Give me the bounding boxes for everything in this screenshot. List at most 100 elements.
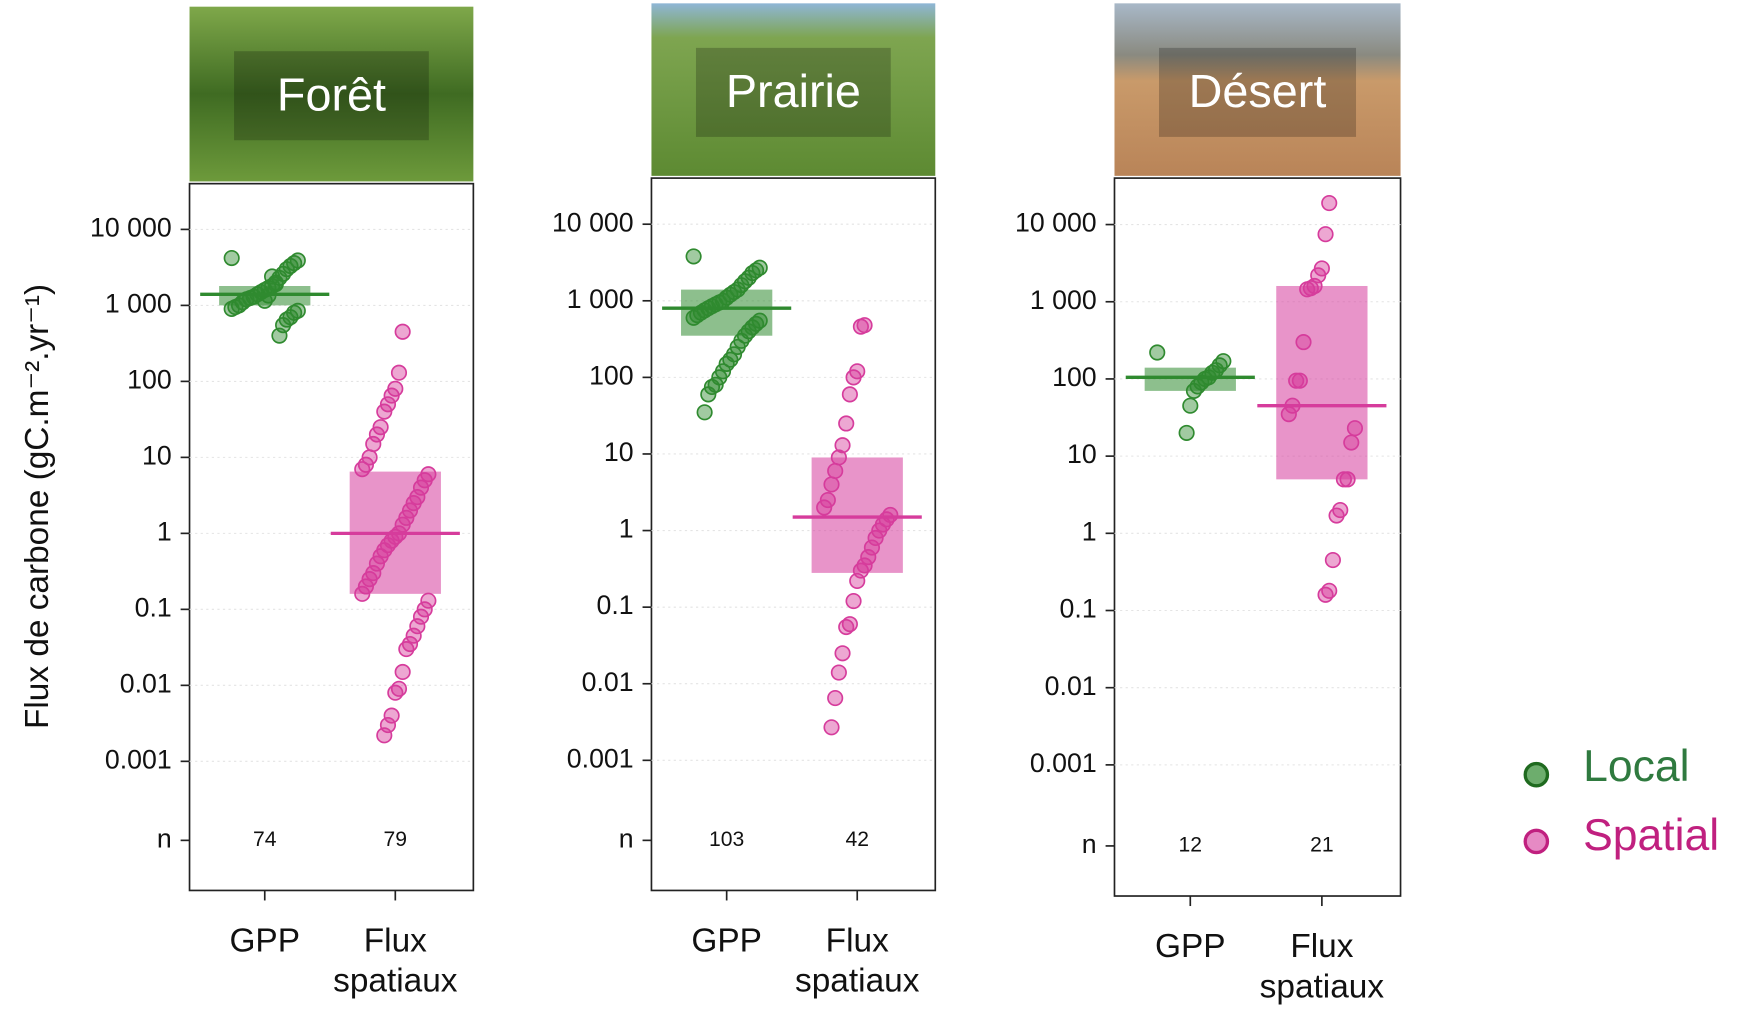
x-label-box: GPP	[229, 922, 300, 960]
data-point	[412, 608, 430, 625]
data-point	[834, 645, 851, 662]
data-point	[852, 318, 869, 335]
data-point	[416, 601, 433, 618]
y-tick-label: 0.1	[597, 590, 634, 620]
panel-title: Prairie	[726, 65, 861, 117]
data-point	[1178, 424, 1195, 441]
legend: Local Spatial	[1523, 742, 1719, 860]
n-label: n	[619, 823, 634, 853]
y-tick-label: 10 000	[90, 212, 172, 242]
data-point	[1346, 420, 1364, 437]
data-point	[223, 300, 240, 317]
y-tick-label: 0.1	[1060, 594, 1097, 624]
data-point	[1328, 507, 1345, 524]
data-point	[416, 472, 433, 489]
plot-frame	[1113, 177, 1402, 897]
data-point	[1317, 586, 1334, 603]
panel-title: Désert	[1189, 65, 1327, 117]
data-point	[264, 268, 281, 285]
data-point	[394, 663, 411, 681]
header-image	[189, 6, 474, 182]
data-point	[718, 355, 735, 372]
data-point	[700, 386, 717, 403]
data-point	[823, 476, 840, 493]
x-tick-label: GPP	[229, 922, 300, 960]
n-label: n	[1082, 829, 1097, 859]
data-point	[871, 522, 888, 539]
data-point	[409, 618, 426, 635]
data-point	[1321, 194, 1338, 212]
data-point	[816, 499, 833, 516]
y-tick-label: 0.01	[120, 668, 172, 698]
data-point	[834, 437, 851, 454]
y-tick-label: 0.001	[567, 743, 634, 773]
data-point	[838, 415, 855, 432]
x-label-box: Flux spatiaux	[795, 922, 920, 1000]
data-point	[863, 539, 880, 556]
header-image	[1114, 3, 1401, 176]
data-point	[1317, 226, 1334, 243]
data-point	[685, 309, 702, 326]
data-point	[271, 327, 288, 344]
data-point	[368, 426, 386, 443]
data-point	[845, 369, 862, 386]
data-point	[1149, 344, 1166, 361]
title-backdrop	[695, 47, 891, 137]
y-tick-label: 0.001	[105, 744, 172, 774]
data-point	[838, 618, 855, 636]
x-label-box: GPP	[1155, 928, 1226, 965]
data-point	[1295, 334, 1312, 351]
box	[811, 457, 903, 573]
data-point	[849, 572, 866, 589]
y-tick-label: 10 000	[1015, 208, 1097, 238]
n-count: 12	[1179, 834, 1203, 857]
data-point	[867, 529, 884, 547]
data-point	[365, 435, 382, 453]
y-tick-label: 1 000	[1030, 285, 1097, 315]
data-point	[379, 396, 397, 413]
data-point	[860, 549, 877, 566]
data-point	[830, 664, 847, 681]
data-point	[267, 276, 284, 293]
y-tick-label: 0.01	[582, 667, 634, 697]
data-point	[1182, 397, 1199, 414]
title-backdrop	[234, 51, 429, 141]
data-point	[1324, 552, 1341, 569]
data-point	[827, 462, 844, 480]
data-point	[420, 592, 437, 609]
legend-label: Local	[1583, 742, 1689, 791]
plot-frame	[650, 177, 937, 892]
data-point	[845, 593, 862, 610]
n-label: n	[157, 823, 172, 853]
data-point	[405, 627, 422, 644]
data-point	[685, 248, 702, 265]
box	[1144, 367, 1236, 391]
data-point	[357, 578, 374, 595]
data-point	[1288, 372, 1305, 389]
data-point	[390, 364, 408, 381]
n-count: 79	[384, 828, 408, 851]
legend-label: Spatial	[1583, 811, 1719, 860]
x-label-box: Flux spatiaux	[333, 923, 457, 1000]
legend-marker	[1523, 761, 1550, 788]
data-point	[841, 386, 858, 403]
data-point	[703, 378, 721, 396]
data-point	[1291, 372, 1308, 389]
y-tick-label: 10	[142, 440, 172, 470]
y-tick-label: 1	[619, 514, 634, 544]
n-count: 42	[845, 828, 869, 851]
y-tick-label: 1 000	[567, 284, 634, 314]
box	[1276, 285, 1368, 480]
y-tick-label: 0.1	[135, 592, 172, 622]
x-label-box: GPP	[691, 923, 762, 960]
x-label-box: Flux spatiaux	[1260, 928, 1384, 1005]
data-point	[394, 323, 411, 340]
data-point	[361, 449, 378, 466]
x-tick-label: Flux spatiaux	[795, 922, 920, 1000]
data-point	[383, 387, 400, 404]
data-point	[383, 707, 400, 724]
data-point	[405, 495, 422, 512]
data-point	[830, 449, 847, 466]
data-point	[376, 403, 393, 420]
y-tick-label: 10 000	[552, 207, 634, 237]
